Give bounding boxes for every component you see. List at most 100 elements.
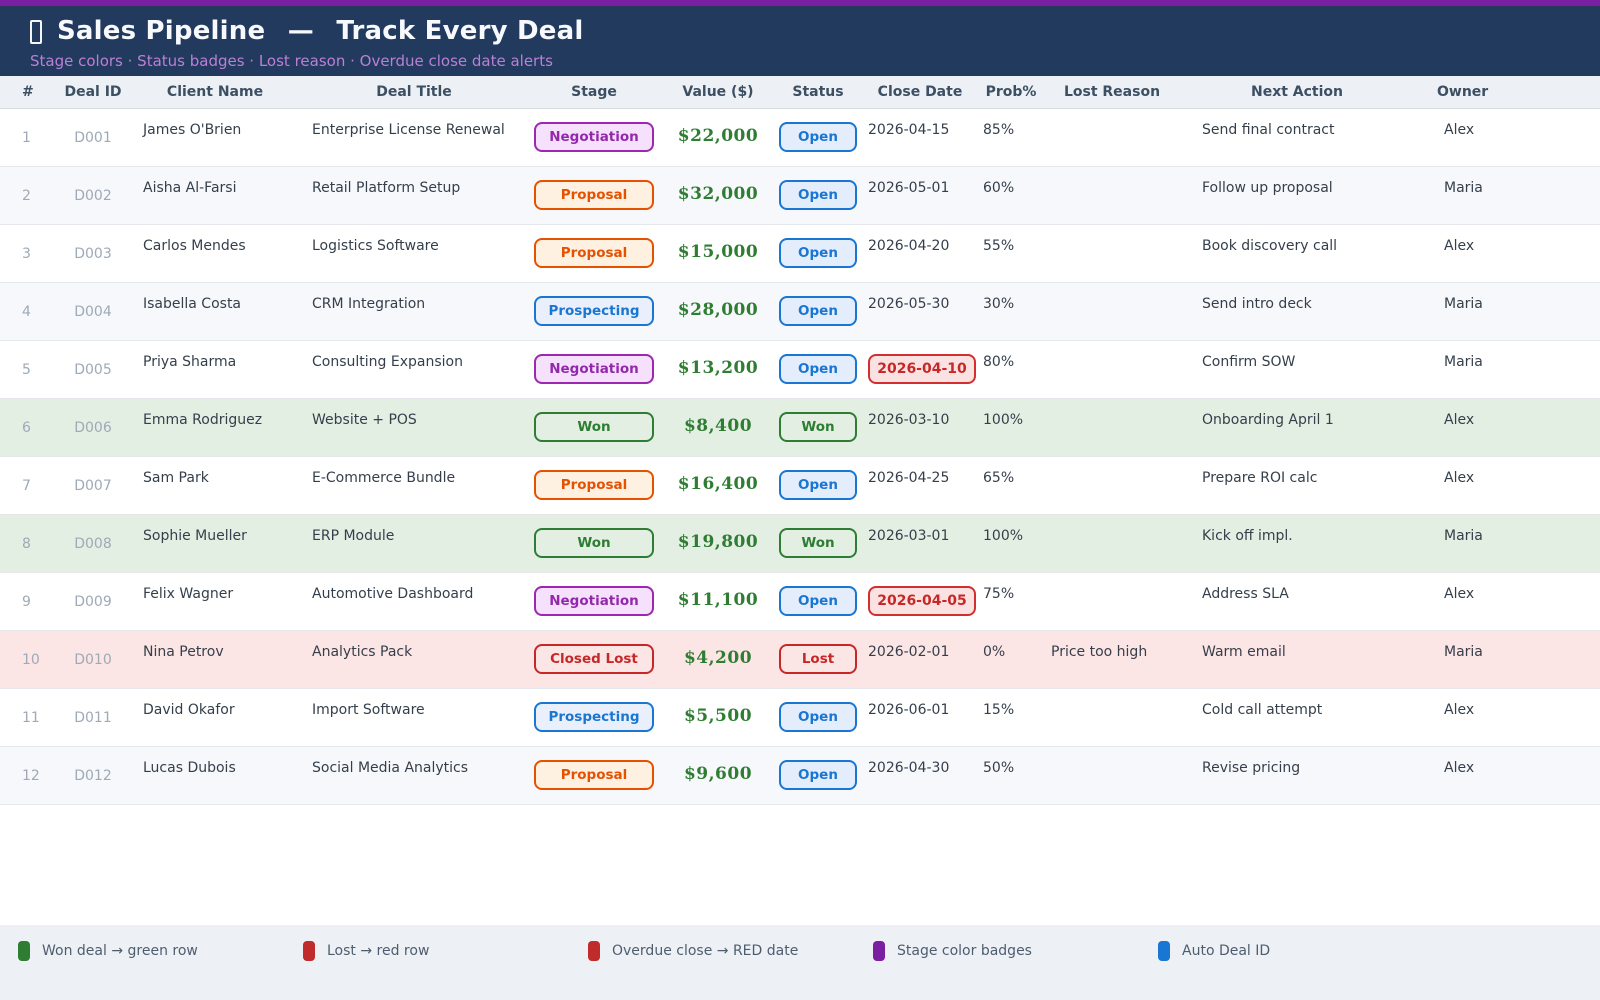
legend-item: Auto Deal ID — [1158, 941, 1443, 961]
deal-title-cell: Retail Platform Setup — [300, 166, 528, 225]
owner-cell: Alex — [1412, 108, 1600, 167]
close-date-cell: 2026-04-20 — [860, 224, 980, 283]
legend-footer: Won deal → green row Lost → red row Overdu… — [0, 925, 1600, 1000]
close-date-cell: 2026-04-25 — [860, 456, 980, 515]
next-action-cell: Follow up proposal — [1182, 166, 1412, 225]
deal-value-cell: $32,000 — [660, 166, 776, 225]
legend-swatch-icon — [303, 941, 315, 961]
stage-cell: Closed Lost — [528, 630, 660, 689]
status-badge: Won — [779, 527, 857, 558]
next-action-cell: Revise pricing — [1182, 746, 1412, 805]
table-header-row: # Deal ID Client Name Deal Title Stage Value … — [0, 76, 1600, 109]
probability-cell: 65% — [980, 456, 1042, 515]
deal-id-cell: D007 — [56, 456, 130, 515]
status-cell: Open — [776, 108, 860, 167]
table-row[interactable]: 6 D006 Emma Rodriguez Website + POS Won $8,40… — [0, 398, 1600, 457]
page-header: Sales Pipeline — Track Every Deal Stage … — [0, 6, 1600, 76]
deal-value-cell: $19,800 — [660, 514, 776, 573]
row-number-cell: 9 — [0, 572, 56, 631]
probability-cell: 100% — [980, 514, 1042, 573]
status-cell: Open — [776, 340, 860, 399]
stage-badge: Prospecting — [534, 295, 654, 326]
client-name-cell: Nina Petrov — [130, 630, 300, 689]
stage-badge: Prospecting — [534, 701, 654, 732]
client-name-cell: Emma Rodriguez — [130, 398, 300, 457]
table-row[interactable]: 10 D010 Nina Petrov Analytics Pack Closed Lo… — [0, 630, 1600, 689]
probability-cell: 85% — [980, 108, 1042, 167]
stage-badge: Negotiation — [534, 121, 654, 152]
column-header-owner: Owner — [1412, 76, 1600, 109]
column-header-dealid: Deal ID — [56, 76, 130, 109]
status-badge: Open — [779, 759, 857, 790]
row-number-cell: 2 — [0, 166, 56, 225]
status-cell: Open — [776, 166, 860, 225]
close-date-cell: 2026-04-30 — [860, 746, 980, 805]
client-name-cell: Aisha Al-Farsi — [130, 166, 300, 225]
stage-badge: Proposal — [534, 179, 654, 210]
column-header-date: Close Date — [860, 76, 980, 109]
stage-cell: Prospecting — [528, 282, 660, 341]
table-row[interactable]: 2 D002 Aisha Al-Farsi Retail Platform Setup… — [0, 166, 1600, 225]
client-name-cell: Lucas Dubois — [130, 746, 300, 805]
client-name-cell: James O'Brien — [130, 108, 300, 167]
table-row[interactable]: 1 D001 James O'Brien Enterprise License Ren… — [0, 108, 1600, 167]
deal-title-cell: Social Media Analytics — [300, 746, 528, 805]
next-action-cell: Confirm SOW — [1182, 340, 1412, 399]
owner-cell: Alex — [1412, 456, 1600, 515]
next-action-cell: Onboarding April 1 — [1182, 398, 1412, 457]
lost-reason-cell — [1042, 166, 1182, 225]
legend-swatch-icon — [588, 941, 600, 961]
deal-id-cell: D010 — [56, 630, 130, 689]
deal-id-cell: D008 — [56, 514, 130, 573]
owner-cell: Alex — [1412, 746, 1600, 805]
probability-cell: 15% — [980, 688, 1042, 747]
stage-cell: Negotiation — [528, 108, 660, 167]
table-row[interactable]: 12 D012 Lucas Dubois Social Media Analytics… — [0, 746, 1600, 805]
table-row[interactable]: 4 D004 Isabella Costa CRM Integration Prospe… — [0, 282, 1600, 341]
owner-cell: Maria — [1412, 166, 1600, 225]
legend-swatch-icon — [18, 941, 30, 961]
status-badge: Lost — [779, 643, 857, 674]
client-name-cell: Felix Wagner — [130, 572, 300, 631]
deal-value-cell: $11,100 — [660, 572, 776, 631]
legend-item: Lost → red row — [303, 941, 588, 961]
legend-label: Lost → red row — [327, 943, 430, 959]
legend-item: Won deal → green row — [18, 941, 303, 961]
status-badge: Won — [779, 411, 857, 442]
status-cell: Won — [776, 514, 860, 573]
row-number-cell: 5 — [0, 340, 56, 399]
column-header-prob: Prob% — [980, 76, 1042, 109]
page-subtitle: Stage colors · Status badges · Lost reas… — [30, 52, 553, 70]
table-row[interactable]: 3 D003 Carlos Mendes Logistics Software Prop… — [0, 224, 1600, 283]
client-name-cell: Isabella Costa — [130, 282, 300, 341]
stage-badge: Negotiation — [534, 353, 654, 384]
row-number-cell: 7 — [0, 456, 56, 515]
client-name-cell: Sam Park — [130, 456, 300, 515]
deal-value-cell: $22,000 — [660, 108, 776, 167]
deal-value-cell: $16,400 — [660, 456, 776, 515]
table-row[interactable]: 7 D007 Sam Park E-Commerce Bundle Proposal $1… — [0, 456, 1600, 515]
table-row[interactable]: 9 D009 Felix Wagner Automotive Dashboard Neg… — [0, 572, 1600, 631]
next-action-cell: Book discovery call — [1182, 224, 1412, 283]
column-header-num: # — [0, 76, 56, 109]
deal-id-cell: D005 — [56, 340, 130, 399]
table-row[interactable]: 8 D008 Sophie Mueller ERP Module Won $19,800 W… — [0, 514, 1600, 573]
legend-label: Auto Deal ID — [1182, 943, 1271, 959]
close-date-cell: 2026-04-15 — [860, 108, 980, 167]
owner-cell: Alex — [1412, 572, 1600, 631]
status-badge: Open — [779, 295, 857, 326]
lost-reason-cell — [1042, 398, 1182, 457]
table-row[interactable]: 11 D011 David Okafor Import Software Prospec… — [0, 688, 1600, 747]
legend-label: Overdue close → RED date — [612, 943, 799, 959]
deal-title-cell: Website + POS — [300, 398, 528, 457]
stage-badge: Won — [534, 411, 654, 442]
owner-cell: Alex — [1412, 398, 1600, 457]
column-header-reason: Lost Reason — [1042, 76, 1182, 109]
column-header-action: Next Action — [1182, 76, 1412, 109]
lost-reason-cell — [1042, 224, 1182, 283]
status-cell: Open — [776, 456, 860, 515]
owner-cell: Maria — [1412, 630, 1600, 689]
table-row[interactable]: 5 D005 Priya Sharma Consulting Expansion Neg… — [0, 340, 1600, 399]
deal-id-cell: D003 — [56, 224, 130, 283]
stage-badge: Proposal — [534, 237, 654, 268]
